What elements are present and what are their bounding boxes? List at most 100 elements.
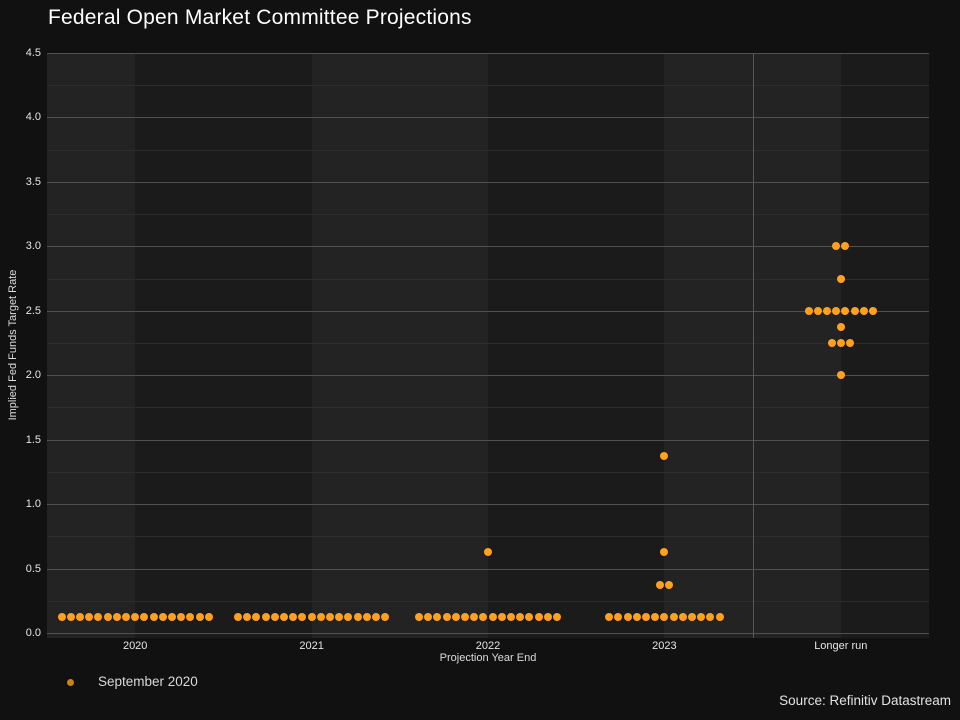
y-tick-label: 2.5 [25, 304, 41, 317]
y-tick-label: 3.5 [25, 175, 41, 188]
projection-dot [326, 612, 334, 621]
projection-dot [553, 612, 561, 621]
projection-dot [697, 612, 706, 621]
projection-dot [846, 339, 854, 347]
page-title: Federal Open Market Committee Projection… [48, 6, 472, 29]
gridline-major [47, 181, 929, 183]
projection-dot [660, 548, 669, 557]
projection-dot [186, 612, 195, 621]
projection-dot [836, 371, 845, 380]
projection-dot [841, 306, 850, 315]
projection-dot [525, 612, 534, 621]
projection-dot [335, 612, 344, 621]
gridline-major [47, 439, 929, 441]
projection-dot [534, 612, 543, 621]
x-tick-label-2020: 2020 [122, 640, 148, 652]
gridline-major [47, 117, 929, 119]
gridline-minor [47, 343, 929, 344]
projection-dot [614, 612, 623, 621]
projection-dot [76, 612, 84, 621]
projection-dot [869, 306, 877, 315]
projection-dot [688, 612, 696, 621]
gridline-major [47, 375, 929, 377]
projection-dot [252, 612, 261, 621]
projection-dot [415, 612, 423, 621]
projection-dot [543, 612, 552, 621]
projection-dot [651, 612, 660, 621]
projection-dot [660, 451, 669, 460]
y-tick-label: 2.0 [25, 369, 41, 382]
longer-run-separator-line [752, 53, 754, 638]
legend-label: September 2020 [98, 674, 198, 689]
projection-dot [507, 612, 515, 621]
category-band [135, 53, 312, 638]
projection-dot [461, 612, 469, 621]
projection-dot [832, 242, 841, 251]
y-tick-label: 1.0 [25, 498, 41, 511]
projection-dot [813, 306, 822, 315]
plot-area [47, 53, 929, 638]
category-band [840, 53, 929, 638]
projection-dot [424, 612, 433, 621]
x-tick-label-2023: 2023 [652, 640, 677, 652]
projection-dot [442, 612, 451, 621]
projection-dot [836, 274, 845, 283]
y-tick-label: 3.0 [25, 240, 41, 253]
projection-dot [715, 612, 724, 621]
projection-dot [660, 612, 669, 621]
projection-dot [516, 612, 525, 621]
projection-dot [665, 580, 673, 589]
projection-dot [836, 322, 845, 331]
projection-dot [177, 612, 186, 621]
source-note: Source: Refinitiv Datastream [779, 693, 951, 708]
gridline-minor [47, 600, 929, 602]
gridline-major [47, 53, 929, 54]
category-band [488, 53, 665, 638]
projection-dot [381, 612, 390, 621]
projection-dot [642, 612, 650, 621]
y-tick-label: 4.0 [25, 111, 41, 124]
projection-dot [836, 339, 845, 347]
projection-dot [112, 612, 121, 621]
projection-dot [632, 612, 641, 621]
projection-dot [261, 612, 270, 621]
projection-dot [289, 612, 298, 621]
gridline-minor [47, 149, 929, 151]
category-band [311, 53, 488, 638]
projection-dot [678, 612, 687, 621]
projection-dot [158, 612, 167, 621]
category-band [47, 53, 136, 638]
projection-dot [316, 612, 325, 621]
y-tick-label: 0.0 [25, 627, 41, 639]
x-tick-label-longer-run: Longer run [814, 640, 868, 652]
y-tick-label: 4.5 [25, 47, 41, 59]
projection-dot [433, 612, 442, 621]
projection-dot [243, 612, 252, 621]
projection-dot [605, 612, 614, 621]
projection-dot [827, 339, 836, 347]
projection-dot [484, 548, 492, 557]
gridline-minor [47, 536, 929, 538]
gridline-minor [47, 214, 929, 216]
y-tick-label: 1.5 [25, 433, 41, 446]
x-tick-label-2022: 2022 [475, 640, 501, 652]
projection-dot [850, 306, 859, 315]
gridline-minor [47, 407, 929, 409]
y-axis-title: Implied Fed Funds Target Rate [7, 269, 19, 421]
gridline-major [47, 246, 929, 248]
projection-dot [832, 306, 841, 315]
projection-dot [66, 612, 75, 621]
projection-dot [353, 612, 362, 621]
projection-dot [307, 612, 316, 621]
gridline-major [47, 633, 929, 634]
projection-dot [497, 612, 506, 621]
projection-dot [298, 612, 307, 621]
projection-dot [270, 612, 279, 621]
projection-dot [204, 612, 213, 621]
projection-dot [623, 612, 632, 621]
gridline-minor [47, 471, 929, 473]
projection-dot [168, 612, 176, 621]
projection-dot [706, 612, 715, 621]
projection-dot [57, 612, 66, 621]
projection-dot [488, 612, 497, 621]
